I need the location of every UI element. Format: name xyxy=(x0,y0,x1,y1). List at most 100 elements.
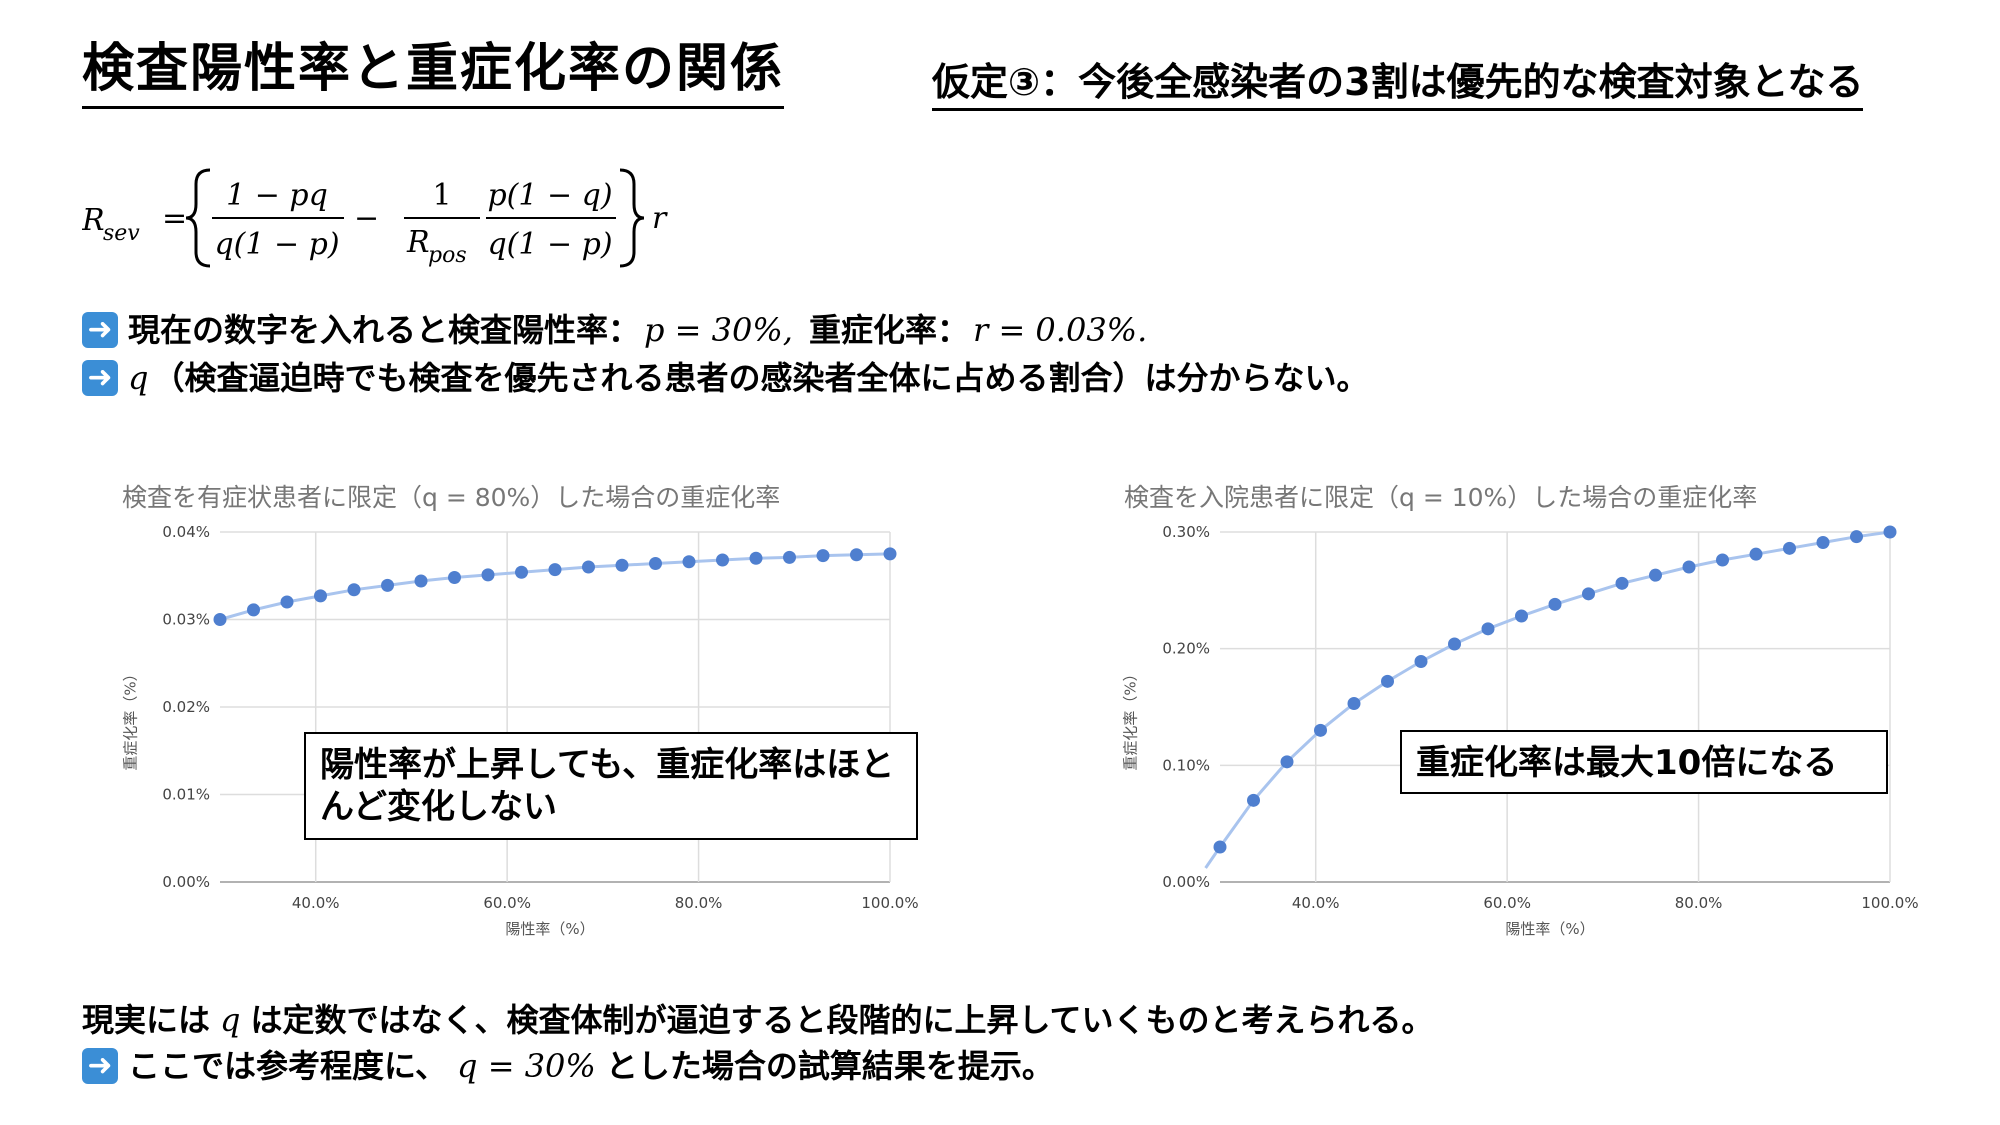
right-arrow-icon: ➜ xyxy=(82,360,118,396)
footer1-text-b: は定数ではなく、検査体制が逼迫すると段階的に上昇していくものと考えられる。 xyxy=(250,1001,1434,1039)
data-point xyxy=(247,603,260,617)
data-point xyxy=(1381,674,1394,688)
formula-num2: 1 xyxy=(432,178,451,213)
series-line xyxy=(1204,530,1891,869)
note-line-1: ➜ 現在の数字を入れると検査陽性率： p = 30%, 重症化率： r = 0.… xyxy=(82,308,1147,352)
formula-minus: − xyxy=(354,201,379,236)
chart2-ylabel: 重症化率（%） xyxy=(1121,666,1140,771)
data-point xyxy=(1716,553,1729,567)
data-point xyxy=(1347,697,1361,710)
data-point xyxy=(1582,587,1595,601)
data-point xyxy=(816,549,830,563)
data-point xyxy=(548,563,562,577)
y-tick-label: 0.03% xyxy=(162,611,210,629)
y-tick-label: 0.00% xyxy=(1162,873,1210,891)
data-point xyxy=(850,548,863,562)
data-point xyxy=(381,578,394,592)
note-line1-text2: 重症化率： xyxy=(808,311,969,349)
data-point xyxy=(1850,530,1863,544)
data-point xyxy=(213,613,227,626)
footer2-text-b: とした場合の試算結果を提示。 xyxy=(605,1047,1054,1085)
data-point xyxy=(1213,840,1227,854)
data-point xyxy=(1448,637,1461,651)
y-tick-label: 0.04% xyxy=(162,523,210,541)
x-tick-label: 60.0% xyxy=(483,894,531,912)
assumption-heading: 仮定③：今後全感染者の3割は優先的な検査対象となる xyxy=(932,56,1864,111)
data-point xyxy=(1649,568,1662,582)
y-tick-label: 0.20% xyxy=(1162,640,1210,658)
chart2-title: 検査を入院患者に限定（q = 10%）した場合の重症化率 xyxy=(1124,483,1758,512)
data-point xyxy=(1247,793,1260,807)
data-point xyxy=(1548,597,1562,611)
formula-equals: = xyxy=(162,201,187,236)
note-line1-r: r = 0.03%. xyxy=(972,311,1148,349)
note-line1-text: 現在の数字を入れると検査陽性率： xyxy=(128,311,641,349)
formula-den1: q(1 − p) xyxy=(214,227,339,262)
data-point xyxy=(414,574,428,588)
data-point xyxy=(1682,560,1696,574)
chart1-ylabel: 重症化率（%） xyxy=(121,666,140,771)
data-point xyxy=(1749,547,1763,561)
footer1-text-a: 現実には xyxy=(82,1001,211,1039)
data-point xyxy=(1883,525,1897,539)
data-point xyxy=(716,553,729,567)
data-point xyxy=(481,568,495,582)
note-line1-p: p = 30%, xyxy=(644,311,793,349)
left-brace xyxy=(185,168,211,268)
right-arrow-icon: ➜ xyxy=(82,1048,118,1084)
page-title: 検査陽性率と重症化率の関係 xyxy=(82,34,785,109)
data-point xyxy=(1515,609,1528,623)
data-point xyxy=(615,558,629,572)
chart2-callout: 重症化率は最大10倍になる xyxy=(1400,730,1888,794)
note-line2-text: （検査逼迫時でも検査を優先される患者の感染者全体に占める割合）は分からない。 xyxy=(152,359,1369,397)
data-point xyxy=(1615,576,1629,590)
formula-den2-sub: pos xyxy=(428,243,467,268)
data-point xyxy=(1280,755,1294,769)
data-point xyxy=(515,565,528,579)
footer-line-2: ➜ ここでは参考程度に、 q = 30% とした場合の試算結果を提示。 xyxy=(82,1044,1054,1088)
data-point xyxy=(1816,536,1830,549)
data-point xyxy=(883,547,897,561)
data-point xyxy=(448,571,461,584)
formula-den2: R xyxy=(406,225,430,260)
formula-num3: p(1 − q) xyxy=(487,178,612,213)
note-line2-q: q xyxy=(128,359,149,397)
x-tick-label: 80.0% xyxy=(675,894,723,912)
data-point xyxy=(783,550,796,564)
note-line-2: ➜ q （検査逼迫時でも検査を優先される患者の感染者全体に占める割合）は分からな… xyxy=(82,356,1369,400)
chart1-title: 検査を有症状患者に限定（q = 80%）した場合の重症化率 xyxy=(122,483,781,512)
x-tick-label: 100.0% xyxy=(861,894,918,912)
chart1-callout: 陽性率が上昇しても、重症化率はほとんど変化しない xyxy=(304,732,918,840)
data-point xyxy=(649,557,662,570)
data-point xyxy=(749,551,763,565)
x-tick-label: 100.0% xyxy=(1861,894,1918,912)
data-point xyxy=(280,595,294,609)
formula: R sev = 1 − pq q(1 − p) − 1 R pos p(1 − … xyxy=(82,168,668,268)
data-point xyxy=(347,583,361,597)
x-tick-label: 80.0% xyxy=(1675,894,1723,912)
footer1-q: q xyxy=(220,1001,241,1039)
y-tick-label: 0.02% xyxy=(162,698,210,716)
data-point xyxy=(582,560,595,574)
chart2-xlabel: 陽性率（%） xyxy=(1505,920,1595,938)
right-arrow-icon: ➜ xyxy=(82,312,118,348)
y-tick-label: 0.30% xyxy=(1162,523,1210,541)
y-tick-label: 0.10% xyxy=(1162,756,1210,774)
footer2-text-a: ここでは参考程度に、 xyxy=(128,1047,448,1085)
y-tick-label: 0.00% xyxy=(162,873,210,891)
x-tick-label: 40.0% xyxy=(1292,894,1340,912)
formula-lhs: R xyxy=(82,203,105,238)
data-point xyxy=(314,589,327,603)
formula-rhs: r xyxy=(652,201,668,236)
y-tick-label: 0.01% xyxy=(162,786,210,804)
data-point xyxy=(1314,723,1327,737)
formula-num1: 1 − pq xyxy=(226,178,328,213)
formula-lhs-sub: sev xyxy=(103,221,140,246)
chart1-xlabel: 陽性率（%） xyxy=(505,920,595,938)
data-point xyxy=(682,555,696,569)
footer2-q: q = 30% xyxy=(457,1047,596,1085)
footer-line-1: 現実には q は定数ではなく、検査体制が逼迫すると段階的に上昇していくものと考え… xyxy=(82,998,1434,1042)
x-tick-label: 40.0% xyxy=(292,894,340,912)
data-point xyxy=(1481,622,1495,636)
x-tick-label: 60.0% xyxy=(1483,894,1531,912)
